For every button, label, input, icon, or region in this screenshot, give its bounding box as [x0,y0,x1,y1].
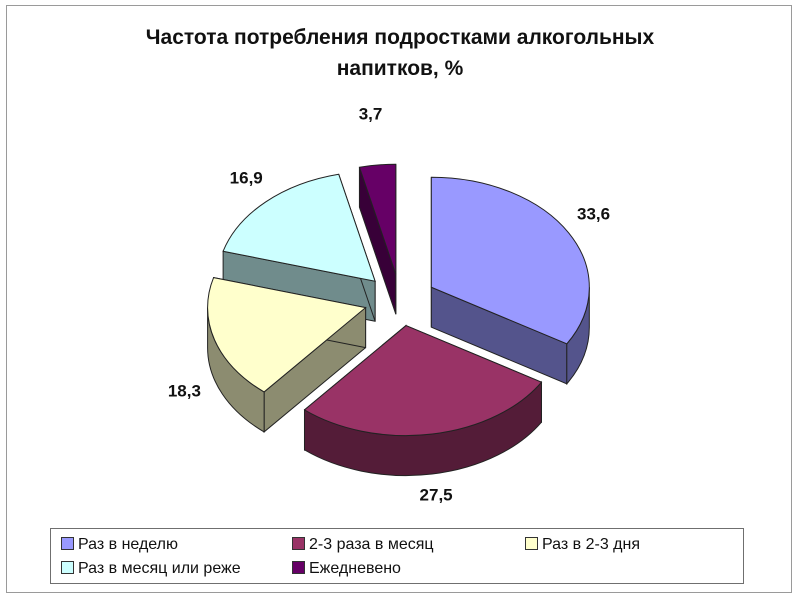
legend-swatch-monthly-2-3 [292,537,305,550]
data-label-weekly: 33,6 [577,204,610,223]
data-label-monthly-2-3: 27,5 [420,485,453,504]
legend-item-monthly-or-less: Раз в месяц или реже [61,559,241,579]
pie-slice-top-weekly [430,176,590,345]
pie-slice-top-every-2-3-days [207,277,367,393]
legend-swatch-every-2-3-days [525,537,538,550]
legend-label-weekly: Раз в неделю [78,536,179,553]
legend-item-daily: Ежедневено [292,559,401,579]
legend-label-monthly-2-3: 2-3 раза в месяц [309,536,434,553]
legend-label-every-2-3-days: Раз в 2-3 дня [542,536,640,553]
legend-label-daily: Ежедневено [309,560,401,577]
pie-slice-top-monthly-2-3 [303,324,543,437]
pie-slice-top-monthly-or-less [222,173,376,282]
pie-slice-daily [358,163,397,315]
chart-area [6,5,792,593]
pie-slice-every-2-3-days [207,276,367,434]
chart-title: Частота потребления подростками алкоголь… [0,22,800,84]
pie-slice-top-daily [358,163,397,275]
legend: Раз в неделю 2-3 раза в месяц Раз в 2-3 … [50,528,744,584]
chart-title-line-2: напитков, % [336,57,464,80]
legend-swatch-daily [292,561,305,574]
data-label-every-2-3-days: 18,3 [168,381,201,400]
legend-item-monthly-2-3: 2-3 раза в месяц [292,535,434,555]
legend-item-every-2-3-days: Раз в 2-3 дня [525,535,640,555]
data-label-daily: 3,7 [359,104,383,123]
legend-label-monthly-or-less: Раз в месяц или реже [78,560,241,577]
pie-slice-monthly-2-3 [303,324,543,477]
legend-item-weekly: Раз в неделю [61,535,178,555]
data-label-monthly-or-less: 16,9 [230,168,263,187]
legend-swatch-weekly [61,537,74,550]
legend-swatch-monthly-or-less [61,561,74,574]
pie-slice-weekly [430,176,590,386]
chart-title-line-1: Частота потребления подростками алкоголь… [145,26,655,49]
